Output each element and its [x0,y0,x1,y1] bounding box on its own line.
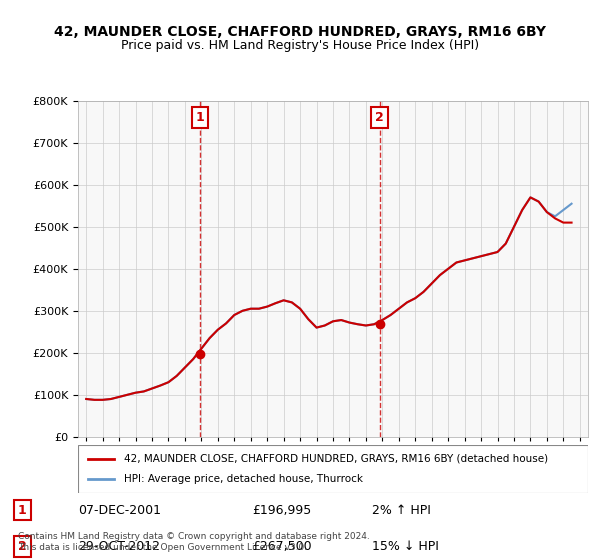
Text: 2% ↑ HPI: 2% ↑ HPI [372,503,431,517]
Text: 29-OCT-2012: 29-OCT-2012 [78,540,160,553]
Text: £267,500: £267,500 [252,540,311,553]
Text: HPI: Average price, detached house, Thurrock: HPI: Average price, detached house, Thur… [124,474,363,484]
Text: 15% ↓ HPI: 15% ↓ HPI [372,540,439,553]
Text: 2: 2 [18,540,27,553]
Text: 1: 1 [196,111,205,124]
Text: 1: 1 [18,503,27,517]
Text: Contains HM Land Registry data © Crown copyright and database right 2024.
This d: Contains HM Land Registry data © Crown c… [18,532,370,552]
Text: 2: 2 [375,111,384,124]
Text: 42, MAUNDER CLOSE, CHAFFORD HUNDRED, GRAYS, RM16 6BY: 42, MAUNDER CLOSE, CHAFFORD HUNDRED, GRA… [54,25,546,39]
Text: £196,995: £196,995 [252,503,311,517]
FancyBboxPatch shape [78,445,588,493]
Text: Price paid vs. HM Land Registry's House Price Index (HPI): Price paid vs. HM Land Registry's House … [121,39,479,52]
Text: 42, MAUNDER CLOSE, CHAFFORD HUNDRED, GRAYS, RM16 6BY (detached house): 42, MAUNDER CLOSE, CHAFFORD HUNDRED, GRA… [124,454,548,464]
Text: 07-DEC-2001: 07-DEC-2001 [78,503,161,517]
